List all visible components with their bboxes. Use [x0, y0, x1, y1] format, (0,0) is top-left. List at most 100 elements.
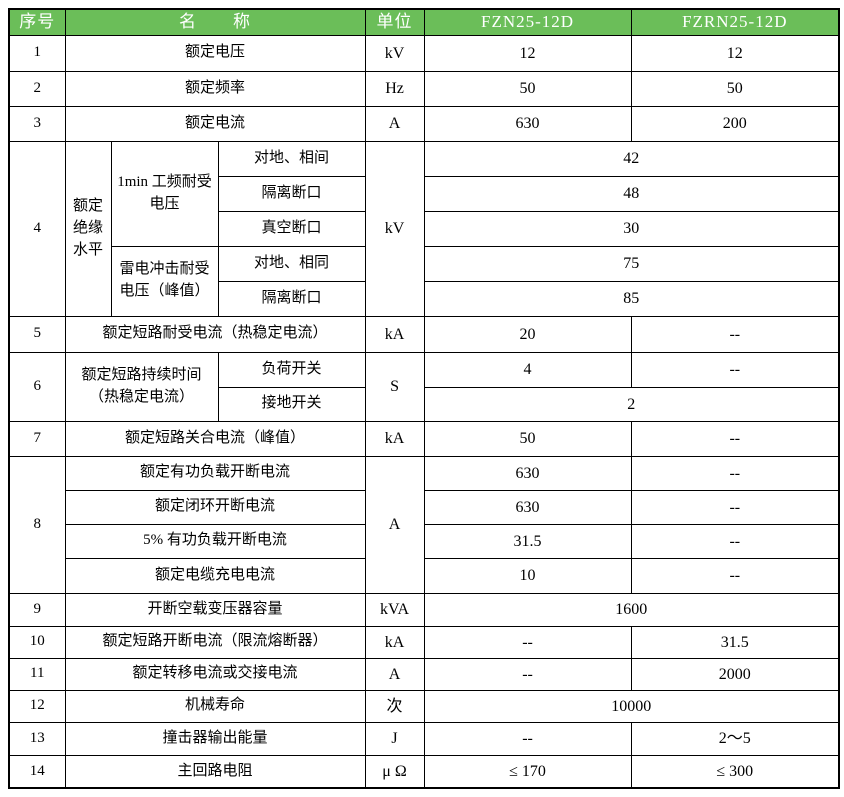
row8-value1: 630 [423, 489, 632, 525]
row1-unit: kV [364, 34, 425, 72]
row2-name: 额定频率 [64, 70, 366, 107]
row8-no: 8 [8, 455, 66, 594]
row13-unit: J [364, 721, 425, 756]
row11-name: 额定转移电流或交接电流 [64, 657, 366, 691]
row4-value: 75 [423, 245, 840, 282]
row6-unit: S [364, 351, 425, 422]
row4-value: 48 [423, 175, 840, 212]
table-row: 13 撞击器输出能量 J -- 2～5 [8, 721, 840, 756]
table-row: 11 额定转移电流或交接电流 A -- 2000 [8, 657, 840, 691]
table-row: 5 额定短路耐受电流（热稳定电流） kA 20 -- [8, 315, 840, 353]
row7-value1: 50 [423, 420, 632, 457]
table-row: 隔离断口 48 [9, 175, 840, 212]
row8-value2: -- [630, 523, 840, 559]
row6-value1: 4 [423, 351, 632, 388]
row9-merged-value: 1600 [423, 592, 840, 627]
row4-term: 隔离断口 [217, 280, 366, 317]
table-row: 接地开关 2 [9, 386, 840, 422]
row13-value1: -- [423, 721, 632, 756]
row14-name: 主回路电阻 [64, 754, 366, 789]
row4-term: 隔离断口 [217, 175, 366, 212]
row2-value1: 50 [423, 70, 632, 107]
header-model2: FZRN25-12D [630, 8, 840, 36]
row14-unit: μ Ω [364, 754, 425, 789]
row9-name: 开断空载变压器容量 [64, 592, 366, 627]
row9-unit: kVA [364, 592, 425, 627]
row3-name: 额定电流 [64, 105, 366, 142]
row8-value2: -- [630, 557, 840, 594]
row4-value: 85 [423, 280, 840, 317]
row4-value: 42 [423, 140, 840, 177]
header-name: 名 称 [64, 8, 366, 36]
row8-value2: -- [630, 455, 840, 491]
row8-name: 额定电缆充电电流 [64, 557, 366, 594]
header-unit: 单位 [364, 8, 425, 36]
row3-no: 3 [8, 105, 66, 142]
row7-value2: -- [630, 420, 840, 457]
row7-unit: kA [364, 420, 425, 457]
table-row: 额定电缆充电电流 10 -- [9, 557, 840, 594]
row14-value2: ≤ 300 [630, 754, 840, 789]
row7-no: 7 [8, 420, 66, 457]
row4-term: 对地、相间 [217, 140, 366, 177]
table-row: 4 额定绝缘水平 1min 工频耐受电压 对地、相间 kV 42 [8, 140, 840, 317]
row3-value1: 630 [423, 105, 632, 142]
row5-value1: 20 [423, 315, 632, 353]
row8-name: 额定有功负载开断电流 [64, 455, 366, 491]
table-row: 7 额定短路关合电流（峰值） kA 50 -- [8, 420, 840, 457]
row2-value2: 50 [630, 70, 840, 107]
row4-sub1-label: 1min 工频耐受电压 [110, 140, 219, 247]
row6-value2: -- [630, 351, 840, 388]
row14-value1: ≤ 170 [423, 754, 632, 789]
header-model1: FZN25-12D [423, 8, 632, 36]
row8-value1: 31.5 [423, 523, 632, 559]
table-row: 真空断口 30 [9, 210, 840, 247]
row4-term: 对地、相同 [217, 245, 366, 282]
row11-unit: A [364, 657, 425, 691]
row10-value1: -- [423, 625, 632, 659]
row3-unit: A [364, 105, 425, 142]
row6-name: 额定短路持续时间（热稳定电流） [64, 351, 219, 422]
row6-merged-value: 2 [423, 386, 840, 422]
row13-name: 撞击器输出能量 [64, 721, 366, 756]
row3-value2: 200 [630, 105, 840, 142]
row4-no: 4 [8, 140, 66, 317]
table-row: 1 额定电压 kV 12 12 [8, 34, 840, 72]
row8-value1: 10 [423, 557, 632, 594]
row5-no: 5 [8, 315, 66, 353]
row10-value2: 31.5 [630, 625, 840, 659]
row13-no: 13 [8, 721, 66, 756]
row4-unit: kV [364, 140, 425, 317]
row8-value1: 630 [423, 455, 632, 491]
row11-value2: 2000 [630, 657, 840, 691]
row9-no: 9 [8, 592, 66, 627]
table-row: 6 额定短路持续时间（热稳定电流） 负荷开关 S 4 -- [8, 351, 840, 422]
row10-unit: kA [364, 625, 425, 659]
table-row: 额定闭环开断电流 630 -- [9, 489, 840, 525]
row4-sub2-label: 雷电冲击耐受电压（峰值） [110, 245, 219, 317]
table-row: 10 额定短路开断电流（限流熔断器） kA -- 31.5 [8, 625, 840, 659]
row5-unit: kA [364, 315, 425, 353]
table-row: 2 额定频率 Hz 50 50 [8, 70, 840, 107]
row1-name: 额定电压 [64, 34, 366, 72]
table-row: 14 主回路电阻 μ Ω ≤ 170 ≤ 300 [8, 754, 840, 789]
row12-merged-value: 10000 [423, 689, 840, 723]
row5-name: 额定短路耐受电流（热稳定电流） [64, 315, 366, 353]
row1-no: 1 [8, 34, 66, 72]
row2-no: 2 [8, 70, 66, 107]
table-row: 12 机械寿命 次 10000 [8, 689, 840, 723]
row4-term: 真空断口 [217, 210, 366, 247]
row8-value2: -- [630, 489, 840, 525]
row2-unit: Hz [364, 70, 425, 107]
header-seq: 序号 [8, 8, 66, 36]
table-row: 隔离断口 85 [9, 280, 840, 317]
row6-term: 负荷开关 [217, 351, 366, 388]
row11-no: 11 [8, 657, 66, 691]
table-row: 3 额定电流 A 630 200 [8, 105, 840, 142]
row6-no: 6 [8, 351, 66, 422]
table-header-row: 序号 名 称 单位 FZN25-12D FZRN25-12D [8, 8, 840, 36]
row8-name: 5% 有功负载开断电流 [64, 523, 366, 559]
row8-unit: A [364, 455, 425, 594]
table-row: 雷电冲击耐受电压（峰值） 对地、相同 75 [9, 245, 840, 317]
row13-value2: 2～5 [630, 721, 840, 756]
